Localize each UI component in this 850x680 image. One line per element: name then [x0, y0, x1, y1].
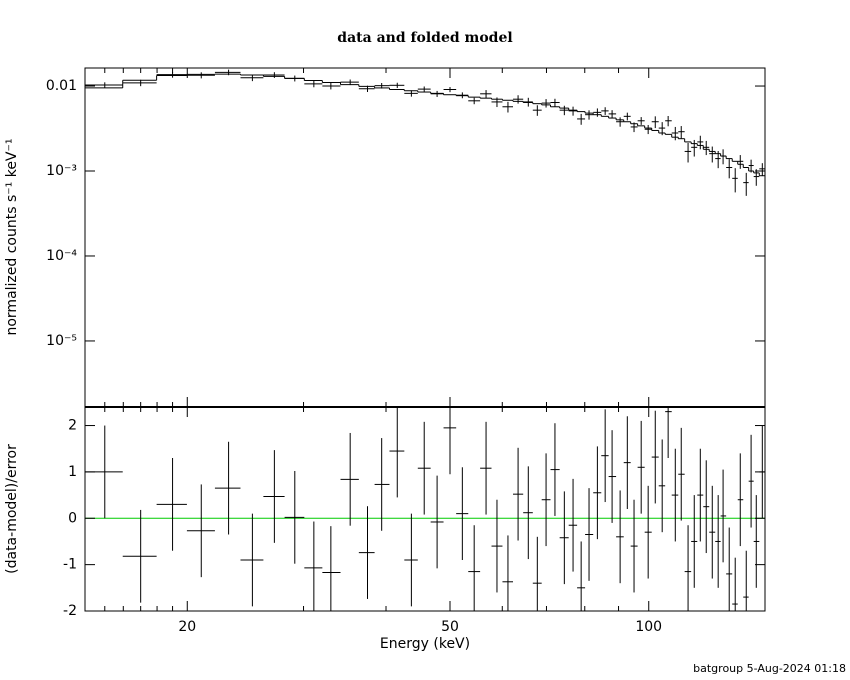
y-tick-label: 10⁻⁵ [46, 333, 77, 349]
footer: batgroup 5-Aug-2024 01:18 [693, 662, 846, 675]
y-tick-label: 10⁻⁴ [46, 248, 77, 264]
chart-title: data and folded model [337, 30, 512, 46]
y-tick-label: 0.01 [46, 78, 77, 94]
top-plot [85, 69, 765, 196]
y-tick-label: -2 [63, 603, 77, 619]
y-tick-label: 10⁻³ [46, 163, 77, 179]
y-axis-label: (data-model)/error [4, 444, 20, 574]
x-tick-label: 20 [178, 619, 196, 635]
plot-frame [84, 67, 766, 612]
y-tick-label: -1 [63, 557, 77, 573]
x-tick-label: 50 [441, 619, 459, 635]
x-tick-label: 100 [635, 619, 662, 635]
y-tick-label: 2 [68, 418, 77, 434]
y-axis-label: normalized counts s⁻¹ keV⁻¹ [4, 138, 20, 335]
axes: 20 50 100 0.01 10⁻³ 10⁻⁴ 10⁻⁵ -2 -1 0 1 2 [46, 68, 765, 635]
x-axis-label: Energy (keV) [380, 636, 470, 652]
y-tick-label: 1 [68, 464, 77, 480]
y-tick-label: 0 [68, 510, 77, 526]
bottom-plot [85, 407, 765, 611]
